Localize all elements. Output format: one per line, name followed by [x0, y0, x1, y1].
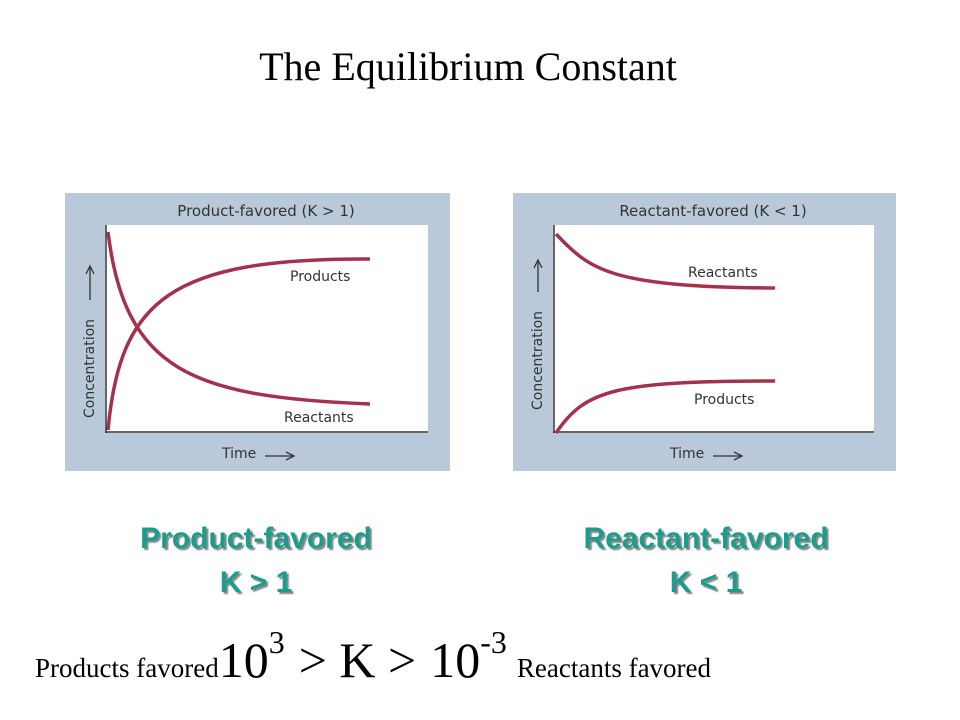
- exponent: -3: [480, 624, 507, 660]
- axis-arrow: [533, 258, 543, 292]
- footer-left: Products favored: [35, 653, 219, 683]
- base: 10: [219, 632, 269, 688]
- axis-arrow: [713, 451, 744, 461]
- reactants-curve: [554, 232, 776, 290]
- plot-area: [553, 225, 874, 433]
- caption: Product-favored: [140, 522, 372, 555]
- exponent: 3: [269, 624, 285, 660]
- curve-label: Products: [290, 269, 350, 285]
- panel: Product-favored (K > 1) Concentration Ti…: [65, 193, 450, 471]
- base: 10: [430, 632, 480, 688]
- panel-title: Product-favored (K > 1): [177, 202, 354, 220]
- y-axis-label: Concentration: [530, 311, 546, 410]
- y-axis-label: Concentration: [82, 319, 98, 418]
- curve-label: Reactants: [688, 265, 758, 281]
- slide-title: The Equilibrium Constant: [259, 44, 677, 89]
- products-curve: [106, 257, 371, 431]
- panel: Reactant-favored (K < 1) Concentration T…: [513, 193, 896, 471]
- x-axis-label: Time: [669, 446, 704, 462]
- footer-right: Reactants favored: [517, 653, 712, 683]
- plot-area: [105, 225, 428, 433]
- curve-label: Products: [694, 392, 754, 408]
- condition: K > 1: [220, 566, 293, 599]
- curve-label: Reactants: [284, 410, 354, 426]
- condition: K < 1: [670, 566, 743, 599]
- range-statement: Products favored103 > K >10-3Reactants fa…: [35, 624, 712, 688]
- axis-arrow: [85, 264, 95, 300]
- axis-arrow: [265, 451, 296, 461]
- reactants-curve: [106, 231, 371, 406]
- panel-title: Reactant-favored (K < 1): [619, 202, 806, 220]
- x-axis-label: Time: [221, 446, 256, 462]
- products-curve: [554, 379, 776, 434]
- caption: Reactant-favored: [583, 522, 828, 555]
- relation: > K >: [299, 632, 417, 688]
